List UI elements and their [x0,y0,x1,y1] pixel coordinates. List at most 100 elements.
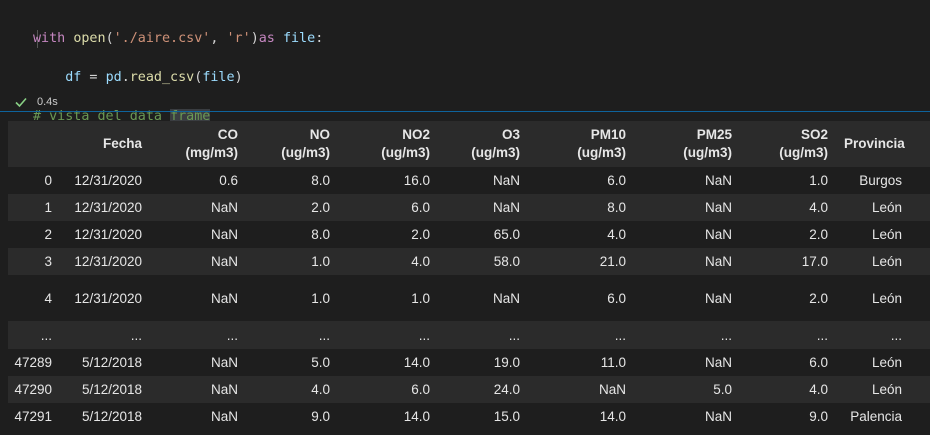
table-cell: León [834,349,930,376]
table-cell: 4.0 [526,221,632,248]
table-cell: 4.0 [336,248,436,275]
check-icon [15,97,27,108]
table-body: 0 12/31/2020 0.6 8.0 16.0 NaN 6.0 NaN 1.0 Burgos 1… [8,167,930,430]
execution-time: 0.4s [37,96,58,108]
table-cell: 5/12/2018 [62,403,148,430]
output-area: Fecha CO (mg/m3) NO (ug/m3) NO2 (ug/m3) O3 (ug/m… [8,121,930,430]
table-cell: 12/31/2020 [62,275,148,321]
table-cell: 12/31/2020 [62,167,148,194]
table-cell: León [834,376,930,403]
column-header: NO2 (ug/m3) [336,121,436,167]
table-cell: 1.0 [336,275,436,321]
table-cell: 6.0 [336,194,436,221]
column-header: SO2 (ug/m3) [738,121,834,167]
table-cell: 1.0 [244,275,336,321]
table-row: 47290 5/12/2018 NaN 4.0 6.0 24.0 NaN 5.0 4.0 León [8,376,930,403]
table-cell: NaN [436,275,526,321]
row-index: 0 [8,167,62,194]
code-line-2: df = pd.read_csv(file) [65,69,243,85]
table-row: 2 12/31/2020 NaN 8.0 2.0 65.0 4.0 NaN 2.0 León [8,221,930,248]
table-cell: 12/31/2020 [62,248,148,275]
table-cell: ... [62,321,148,349]
table-cell: NaN [436,194,526,221]
table-cell: 14.0 [336,403,436,430]
code-editor[interactable]: with open('./aire.csv', 'r')as file: df … [33,9,323,204]
table-cell: León [834,275,930,321]
argument-file: file [202,69,235,85]
table-cell: NaN [632,194,738,221]
column-header: CO (mg/m3) [148,121,244,167]
code-line-1: with open('./aire.csv', 'r')as file: [33,30,324,46]
column-header-unit: (ug/m3) [577,145,626,160]
column-header: PM10 (ug/m3) [526,121,632,167]
table-cell: NaN [148,194,244,221]
column-header-unit: (ug/m3) [381,145,430,160]
table-cell: 4.0 [738,376,834,403]
table-cell: Palencia [834,403,930,430]
table-cell: 0.6 [148,167,244,194]
code-line-3: # vista del data frame [33,107,323,127]
dataframe-table: Fecha CO (mg/m3) NO (ug/m3) NO2 (ug/m3) O3 (ug/m… [8,121,930,430]
table-cell: León [834,248,930,275]
table-cell: ... [336,321,436,349]
indent-guide [37,30,38,48]
column-header-name: Provincia [844,136,905,151]
column-header-unit: (mg/m3) [185,145,238,160]
table-cell: 5.0 [244,349,336,376]
table-cell: ... [738,321,834,349]
table-cell: 19.0 [436,349,526,376]
column-header [8,121,62,167]
row-index: 1 [8,194,62,221]
table-cell: León [834,221,930,248]
column-header: O3 (ug/m3) [436,121,526,167]
table-cell: 58.0 [436,248,526,275]
column-header-name: O3 [501,127,520,142]
variable-df: df [65,69,82,85]
table-cell: NaN [148,349,244,376]
table-cell: 5.0 [632,376,738,403]
table-cell: ... [834,321,930,349]
variable-file: file [282,30,316,46]
table-cell: ... [244,321,336,349]
table-cell: 1.0 [738,167,834,194]
table-cell: 11.0 [526,349,632,376]
table-row: 47291 5/12/2018 NaN 9.0 14.0 15.0 14.0 NaN 9.0 Pa… [8,403,930,430]
table-cell: 5/12/2018 [62,349,148,376]
table-cell: NaN [632,167,738,194]
table-header: Fecha CO (mg/m3) NO (ug/m3) NO2 (ug/m3) O3 (ug/m… [8,121,930,167]
row-index: 47291 [8,403,62,430]
header-row: Fecha CO (mg/m3) NO (ug/m3) NO2 (ug/m3) O3 (ug/m… [8,121,930,167]
column-header-unit: (ug/m3) [471,145,520,160]
table-cell: ... [148,321,244,349]
code-cell[interactable]: with open('./aire.csv', 'r')as file: df … [0,0,930,163]
table-cell: 16.0 [336,167,436,194]
column-header-name: NO2 [402,127,430,142]
table-cell: ... [526,321,632,349]
table-cell: NaN [632,221,738,248]
table-cell: NaN [632,403,738,430]
table-row: 4 12/31/2020 NaN 1.0 1.0 NaN 6.0 NaN 2.0 León [8,275,930,321]
table-cell: ... [632,321,738,349]
column-header-name: SO2 [800,127,828,142]
table-cell: NaN [148,221,244,248]
table-cell: 2.0 [244,194,336,221]
table-cell: 24.0 [436,376,526,403]
table-row: 47289 5/12/2018 NaN 5.0 14.0 19.0 11.0 NaN 6.0 Le… [8,349,930,376]
keyword-with: with [33,30,66,46]
row-index: ... [8,321,62,349]
column-header-name: PM25 [696,127,732,142]
table-cell: NaN [148,275,244,321]
column-header-name: Fecha [102,136,142,151]
table-cell: 14.0 [526,403,632,430]
table-row: 3 12/31/2020 NaN 1.0 4.0 58.0 21.0 NaN 17.0 León [8,248,930,275]
column-header-name: PM10 [590,127,626,142]
table-cell: 1.0 [244,248,336,275]
column-header: Provincia [834,121,930,167]
comment-highlight: frame [170,108,211,124]
table-cell: 4.0 [738,194,834,221]
comment: # vista del data [33,108,171,124]
table-cell: 8.0 [244,167,336,194]
table-cell: 2.0 [336,221,436,248]
execution-status: 0.4s [14,93,58,111]
column-header-unit: (ug/m3) [281,145,330,160]
